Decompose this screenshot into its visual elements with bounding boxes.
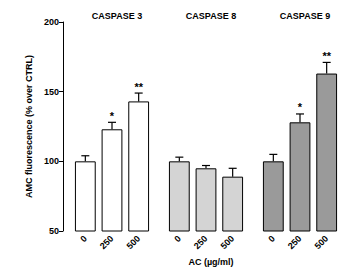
svg-text:0: 0 bbox=[266, 233, 277, 244]
svg-text:AMC fluorescence (% over CTRL): AMC fluorescence (% over CTRL) bbox=[24, 55, 34, 198]
svg-text:**: ** bbox=[322, 50, 331, 62]
svg-text:200: 200 bbox=[44, 17, 59, 27]
svg-text:500: 500 bbox=[313, 233, 331, 251]
svg-text:*: * bbox=[110, 110, 115, 122]
svg-text:0: 0 bbox=[172, 233, 183, 244]
svg-text:0: 0 bbox=[78, 233, 89, 244]
svg-text:CASPASE 9: CASPASE 9 bbox=[280, 11, 330, 21]
svg-text:CASPASE 8: CASPASE 8 bbox=[186, 11, 236, 21]
svg-text:100: 100 bbox=[44, 156, 59, 166]
svg-text:500: 500 bbox=[219, 233, 237, 251]
svg-text:50: 50 bbox=[49, 226, 59, 236]
svg-text:250: 250 bbox=[192, 233, 210, 251]
svg-text:**: ** bbox=[134, 81, 143, 93]
svg-text:150: 150 bbox=[44, 87, 59, 97]
svg-text:500: 500 bbox=[125, 233, 143, 251]
svg-text:250: 250 bbox=[286, 233, 304, 251]
svg-text:*: * bbox=[298, 101, 303, 113]
svg-text:CASPASE 3: CASPASE 3 bbox=[92, 11, 142, 21]
svg-text:250: 250 bbox=[98, 233, 116, 251]
svg-text:AC (µg/ml): AC (µg/ml) bbox=[188, 257, 233, 267]
